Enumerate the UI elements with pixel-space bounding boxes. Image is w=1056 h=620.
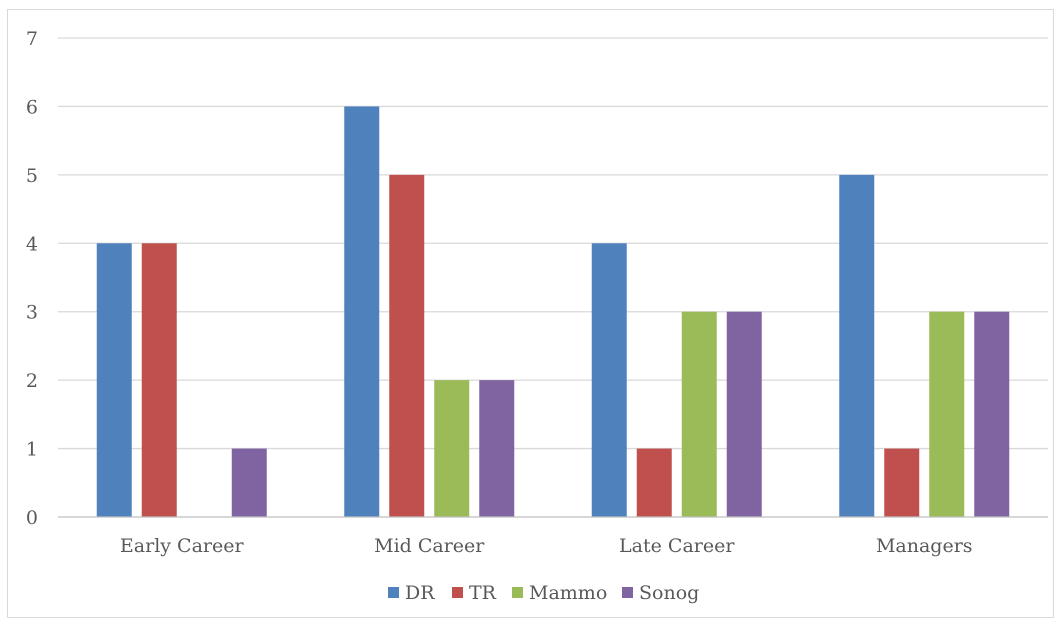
bar-sonog-late-career	[726, 311, 762, 517]
x-category-label: Early Career	[120, 535, 245, 557]
legend-label-sonog: Sonog	[639, 582, 699, 604]
bar-dr-managers	[839, 174, 875, 517]
bar-sonog-managers	[974, 311, 1010, 517]
bar-dr-early-career	[96, 243, 132, 518]
legend-swatch-mammo	[512, 587, 523, 598]
y-tick-label: 5	[26, 165, 38, 187]
bar-tr-early-career	[141, 243, 177, 518]
bar-tr-mid-career	[389, 174, 425, 517]
legend-label-tr: TR	[469, 582, 497, 604]
bar-mammo-managers	[929, 311, 965, 517]
y-axis-ticks: 0 1 2 3 4 5 6 7	[26, 28, 38, 529]
category-labels: Early Career Mid Career Late Career Manager…	[120, 535, 973, 557]
y-tick-label: 2	[26, 370, 38, 392]
y-tick-label: 3	[26, 302, 38, 324]
bar-tr-late-career	[636, 448, 672, 517]
x-category-label: Late Career	[619, 535, 735, 557]
y-tick-label: 1	[26, 439, 38, 461]
y-tick-label: 6	[26, 96, 38, 118]
y-tick-label: 4	[26, 233, 38, 255]
bar-mammo-mid-career	[434, 380, 470, 517]
legend-label-dr: DR	[405, 582, 435, 604]
legend-swatch-tr	[452, 587, 463, 598]
bars	[96, 106, 1010, 518]
bar-sonog-mid-career	[479, 380, 515, 517]
bar-dr-mid-career	[344, 106, 380, 517]
y-tick-label: 7	[26, 28, 38, 50]
bar-tr-managers	[884, 448, 920, 517]
x-category-label: Managers	[876, 535, 973, 557]
legend-label-mammo: Mammo	[529, 582, 607, 604]
legend: DR TR Mammo Sonog	[388, 582, 699, 604]
legend-swatch-dr	[388, 587, 399, 598]
gridlines	[58, 37, 1048, 450]
bar-mammo-late-career	[681, 311, 717, 517]
x-category-label: Mid Career	[374, 535, 485, 557]
bar-dr-late-career	[591, 243, 627, 518]
y-tick-label: 0	[26, 507, 38, 529]
bar-sonog-early-career	[231, 448, 267, 517]
legend-swatch-sonog	[622, 587, 633, 598]
